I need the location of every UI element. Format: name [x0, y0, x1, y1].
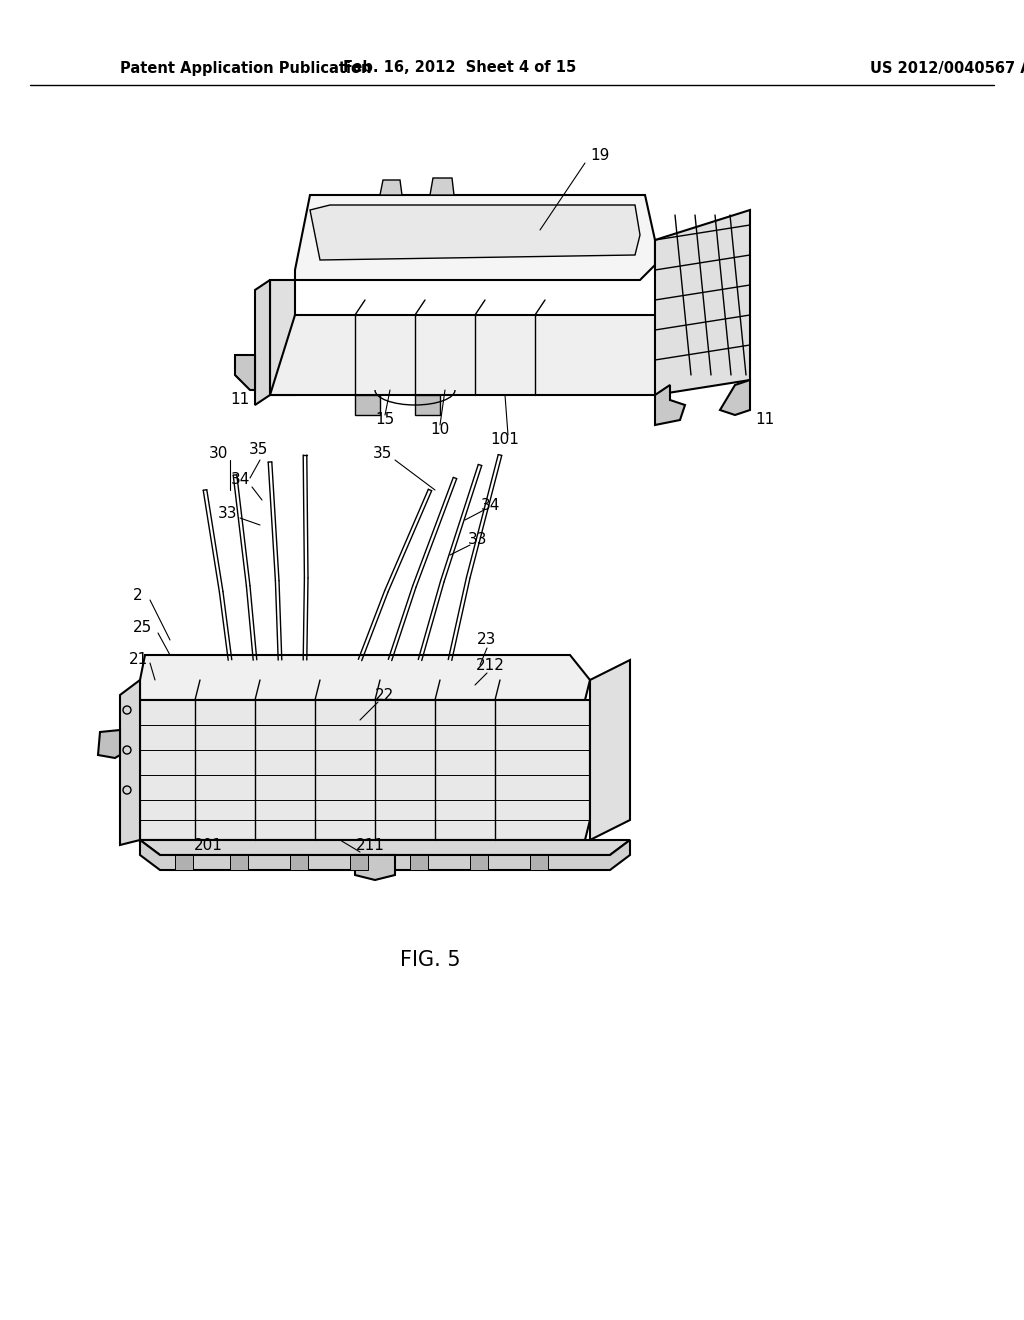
Text: 19: 19	[590, 148, 609, 162]
Polygon shape	[230, 855, 248, 870]
Polygon shape	[234, 355, 255, 389]
Polygon shape	[530, 855, 548, 870]
Text: 2: 2	[133, 587, 142, 602]
Text: 22: 22	[376, 688, 394, 702]
Text: 34: 34	[230, 473, 250, 487]
Polygon shape	[470, 855, 488, 870]
Polygon shape	[355, 395, 380, 414]
Text: 11: 11	[756, 412, 774, 428]
Text: 30: 30	[208, 446, 227, 461]
Polygon shape	[355, 855, 395, 880]
Text: 21: 21	[128, 652, 147, 668]
Polygon shape	[430, 178, 454, 195]
Text: 35: 35	[373, 446, 392, 461]
Polygon shape	[350, 855, 368, 870]
Text: 211: 211	[355, 837, 384, 853]
Polygon shape	[140, 700, 590, 840]
Text: 212: 212	[475, 657, 505, 672]
Text: 23: 23	[477, 632, 497, 648]
Polygon shape	[140, 840, 630, 855]
Text: US 2012/0040567 A1: US 2012/0040567 A1	[870, 61, 1024, 75]
Text: 33: 33	[218, 506, 238, 520]
Text: 35: 35	[248, 442, 267, 458]
Text: FIG. 5: FIG. 5	[399, 950, 461, 970]
Polygon shape	[120, 680, 140, 845]
Text: 10: 10	[430, 422, 450, 437]
Polygon shape	[255, 280, 270, 405]
Polygon shape	[380, 180, 402, 195]
Polygon shape	[590, 660, 630, 840]
Text: 101: 101	[490, 433, 519, 447]
Polygon shape	[140, 840, 630, 870]
Polygon shape	[655, 385, 685, 425]
Polygon shape	[270, 280, 295, 395]
Polygon shape	[175, 855, 193, 870]
Text: 15: 15	[376, 412, 394, 428]
Polygon shape	[270, 300, 670, 395]
Polygon shape	[295, 195, 655, 280]
Polygon shape	[655, 210, 750, 395]
Polygon shape	[310, 205, 640, 260]
Text: Patent Application Publication: Patent Application Publication	[120, 61, 372, 75]
Polygon shape	[290, 855, 308, 870]
Polygon shape	[410, 855, 428, 870]
Text: 201: 201	[194, 837, 222, 853]
Text: 25: 25	[132, 620, 152, 635]
Text: 33: 33	[468, 532, 487, 548]
Text: 11: 11	[230, 392, 250, 408]
Polygon shape	[415, 395, 440, 414]
Text: 34: 34	[480, 498, 500, 512]
Polygon shape	[720, 380, 750, 414]
Polygon shape	[98, 730, 120, 758]
Polygon shape	[140, 655, 590, 700]
Text: Feb. 16, 2012  Sheet 4 of 15: Feb. 16, 2012 Sheet 4 of 15	[343, 61, 577, 75]
